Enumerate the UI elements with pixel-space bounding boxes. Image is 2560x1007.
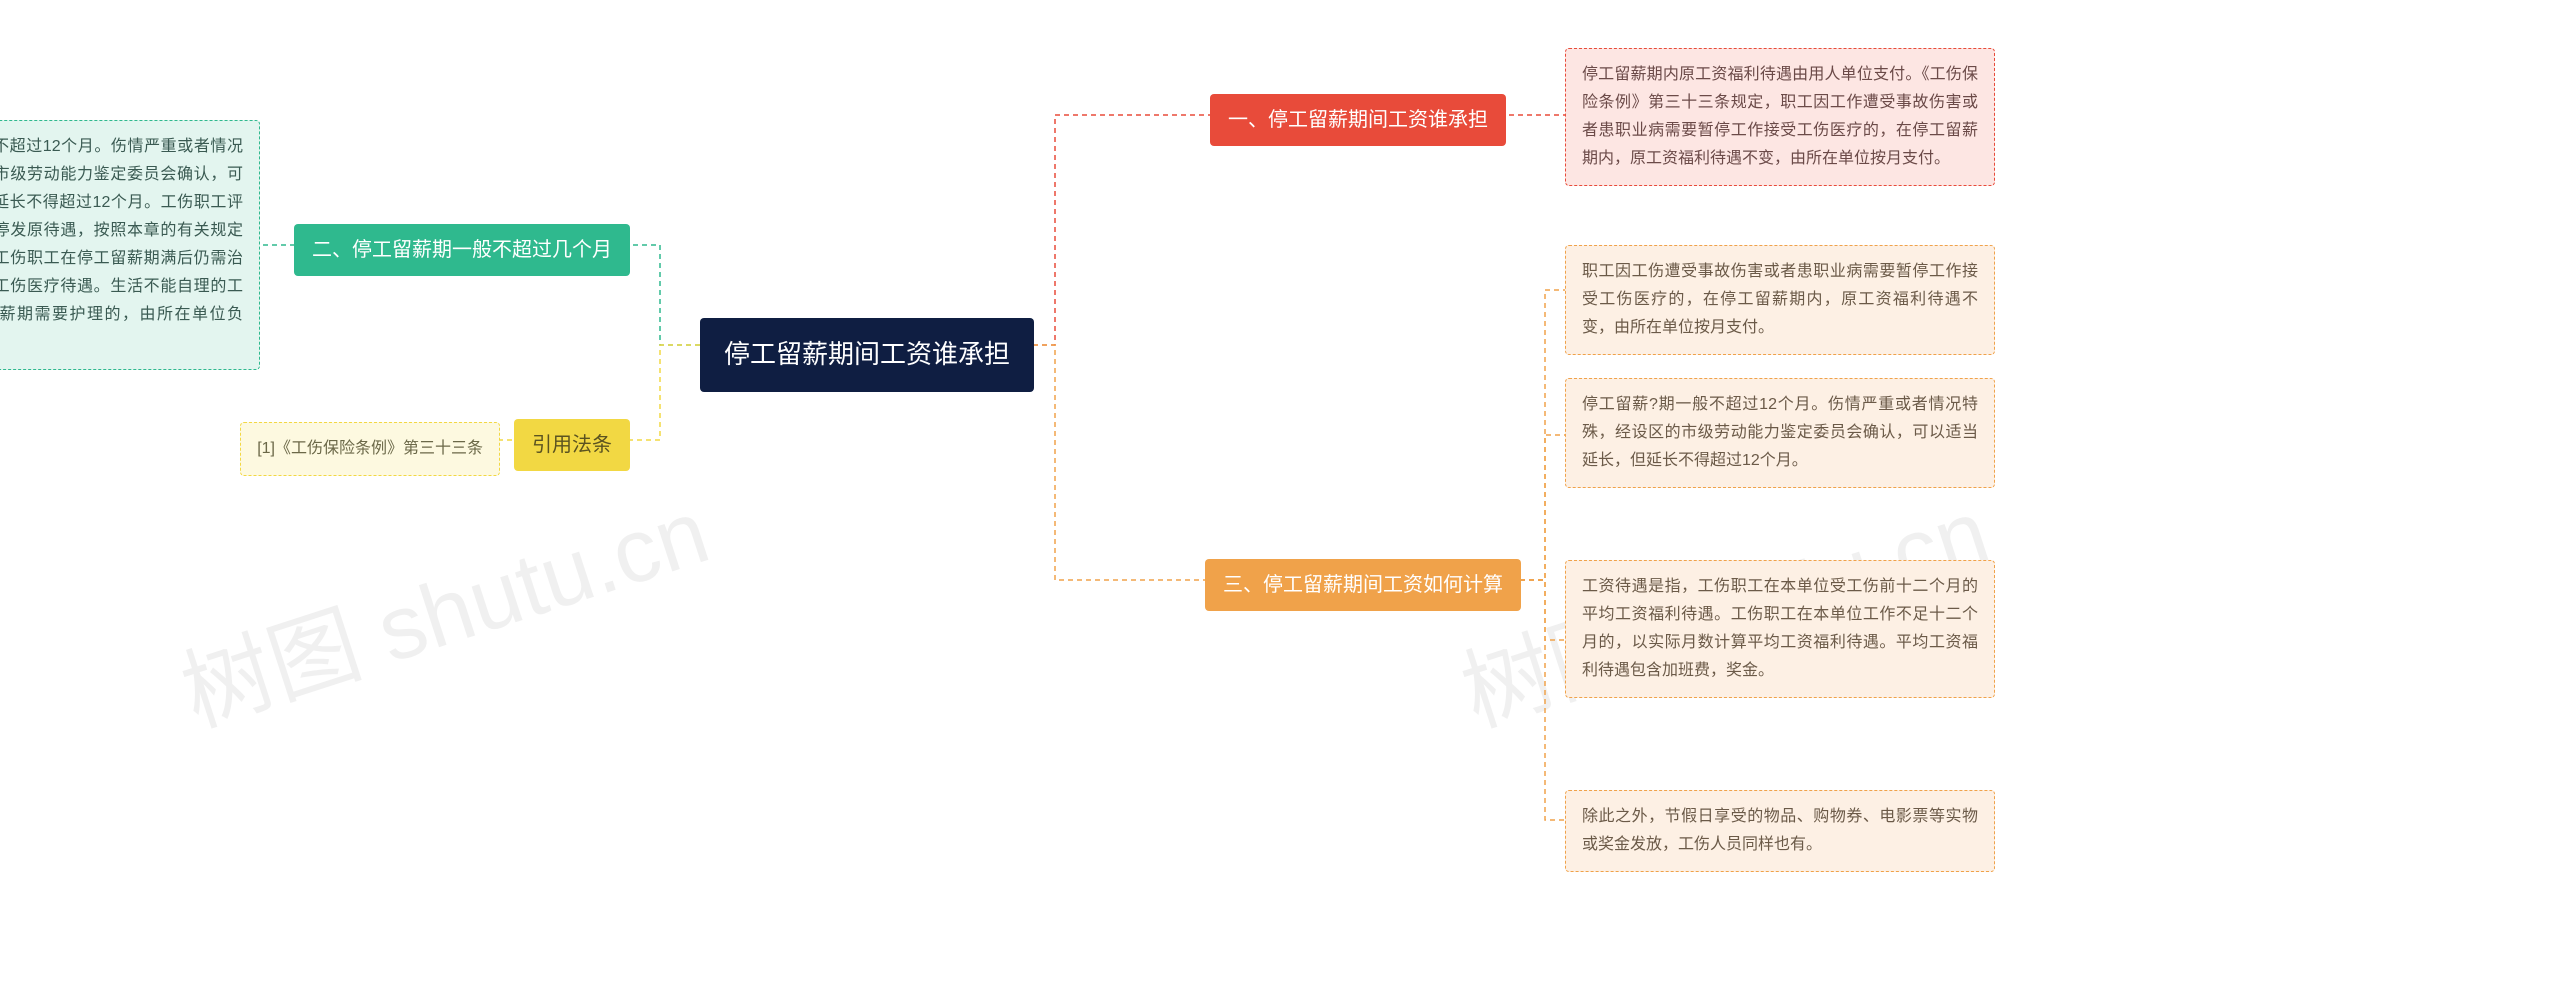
branch-2: 二、停工留薪期一般不超过几个月 (294, 224, 630, 276)
branch-3: 三、停工留薪期间工资如何计算 (1205, 559, 1521, 611)
leaf-3a: 职工因工伤遭受事故伤害或者患职业病需要暂停工作接受工伤医疗的，在停工留薪期内，原… (1565, 245, 1995, 355)
watermark: 树图 shutu.cn (163, 459, 722, 751)
leaf-3d: 除此之外，节假日享受的物品、购物券、电影票等实物或奖金发放，工伤人员同样也有。 (1565, 790, 1995, 872)
leaf-4: [1]《工伤保险条例》第三十三条 (240, 422, 500, 476)
leaf-1: 停工留薪期内原工资福利待遇由用人单位支付。《工伤保险条例》第三十三条规定，职工因… (1565, 48, 1995, 186)
connector-lines (0, 0, 2560, 1007)
branch-1: 一、停工留薪期间工资谁承担 (1210, 94, 1506, 146)
leaf-2: 停工留薪期一般不超过12个月。伤情严重或者情况特殊，经设区的市级劳动能力鉴定委员… (0, 120, 260, 370)
leaf-3b: 停工留薪?期一般不超过12个月。伤情严重或者情况特殊，经设区的市级劳动能力鉴定委… (1565, 378, 1995, 488)
branch-4: 引用法条 (514, 419, 630, 471)
root-node: 停工留薪期间工资谁承担 (700, 318, 1034, 392)
leaf-3c: 工资待遇是指，工伤职工在本单位受工伤前十二个月的平均工资福利待遇。工伤职工在本单… (1565, 560, 1995, 698)
